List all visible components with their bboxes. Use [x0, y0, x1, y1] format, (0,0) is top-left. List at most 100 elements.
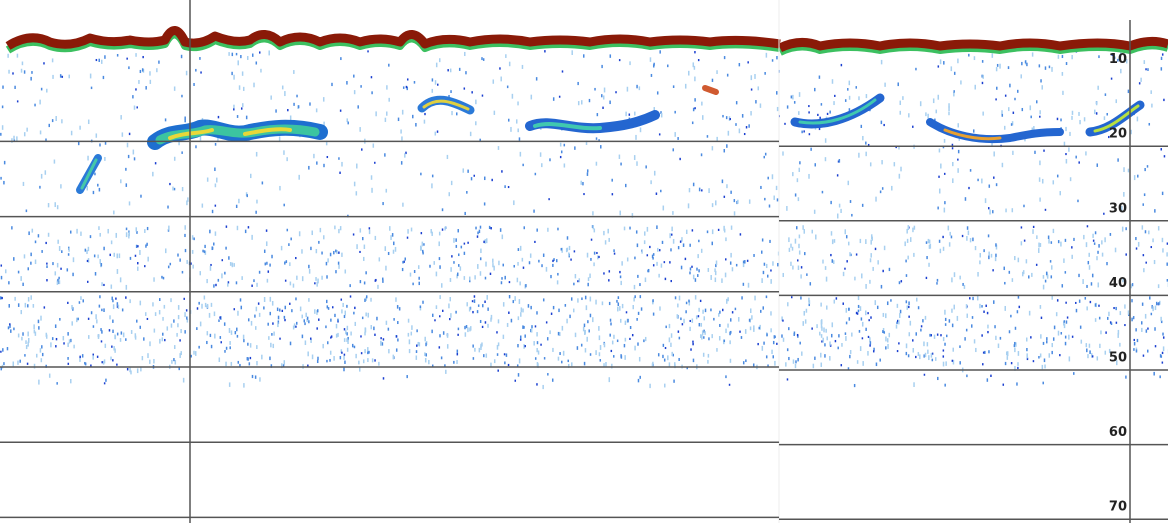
echo-speck: [692, 343, 694, 345]
echo-speck: [127, 368, 129, 370]
echo-speck: [957, 316, 959, 321]
echo-speck: [287, 109, 289, 111]
echo-speck: [649, 246, 651, 248]
echo-speck: [547, 228, 549, 232]
echo-speck: [63, 342, 65, 344]
echo-speck: [502, 264, 504, 267]
echo-speck: [816, 324, 818, 328]
echo-speck: [1155, 345, 1157, 347]
echo-speck: [659, 133, 661, 135]
echo-speck: [551, 313, 553, 315]
echo-speck: [969, 297, 971, 299]
echo-speck: [135, 88, 137, 90]
echo-speck: [457, 350, 459, 353]
echo-speck: [1026, 348, 1028, 351]
echo-speck: [517, 101, 519, 105]
echo-speck: [483, 241, 485, 243]
echo-speck: [327, 341, 329, 344]
echo-speck: [966, 375, 968, 378]
echo-speck: [694, 98, 696, 101]
echo-speck: [126, 228, 128, 231]
echo-speck: [402, 261, 404, 264]
echo-speck: [414, 81, 416, 84]
echo-speck: [673, 239, 675, 244]
echo-speck: [671, 352, 673, 356]
echo-speck: [669, 261, 671, 263]
echo-speck: [464, 87, 466, 89]
echo-speck: [40, 130, 42, 134]
echo-speck: [891, 186, 893, 191]
echo-speck: [67, 268, 69, 271]
echo-speck: [411, 228, 413, 232]
echo-speck: [822, 260, 824, 264]
echo-speck: [627, 319, 629, 323]
echo-speck: [535, 173, 537, 175]
echo-speck: [295, 326, 297, 328]
echo-speck: [1058, 331, 1060, 336]
echo-speck: [689, 188, 691, 192]
echo-speck: [1018, 351, 1020, 356]
echo-speck: [94, 255, 96, 258]
echo-speck: [1134, 342, 1136, 346]
echo-speck: [798, 111, 800, 115]
echo-speck: [251, 235, 253, 240]
echo-speck: [264, 297, 266, 302]
echo-speck: [185, 249, 187, 252]
echo-speck: [559, 96, 561, 98]
echo-speck: [8, 304, 10, 308]
echo-speck: [692, 229, 694, 231]
echo-speck: [1032, 52, 1034, 56]
echo-speck: [802, 321, 804, 326]
echo-speck: [115, 335, 117, 339]
echo-speck: [862, 136, 864, 140]
echo-speck: [724, 149, 726, 152]
echo-speck: [418, 282, 420, 285]
echo-speck: [210, 334, 212, 337]
echo-speck: [799, 235, 801, 239]
echo-speck: [414, 270, 416, 273]
echo-speck: [686, 302, 688, 305]
echo-speck: [569, 246, 571, 250]
echo-speck: [1128, 310, 1130, 314]
echo-speck: [1065, 127, 1067, 131]
echo-speck: [585, 348, 587, 352]
echo-speck: [837, 347, 839, 350]
echo-speck: [453, 238, 455, 243]
echo-speck: [386, 111, 388, 115]
echo-speck: [305, 340, 307, 345]
echo-speck: [200, 136, 202, 141]
echo-speck: [99, 233, 101, 237]
echo-speck: [120, 338, 122, 342]
echo-speck: [466, 302, 468, 306]
echo-speck: [420, 173, 422, 176]
echo-speck: [515, 380, 517, 382]
echo-speck: [626, 311, 628, 313]
echo-speck: [742, 114, 744, 118]
echo-speck: [814, 357, 816, 360]
echo-speck: [858, 153, 860, 158]
echo-speck: [165, 248, 167, 253]
echo-speck: [136, 106, 138, 108]
echo-speck: [764, 198, 766, 200]
echo-speck: [605, 362, 607, 366]
echo-speck: [57, 263, 59, 267]
echo-speck: [854, 384, 856, 387]
echo-speck: [663, 206, 665, 211]
echo-speck: [949, 232, 951, 236]
echo-speck: [634, 257, 636, 260]
echo-speck: [544, 50, 546, 52]
echo-speck: [745, 329, 747, 334]
echo-speck: [801, 131, 803, 134]
echo-speck: [513, 265, 515, 268]
echo-speck: [689, 320, 691, 322]
echo-speck: [862, 337, 864, 339]
echo-speck: [316, 249, 318, 253]
echo-speck: [703, 336, 705, 339]
echo-speck: [230, 262, 232, 266]
echo-speck: [431, 183, 433, 188]
echo-speck: [213, 243, 215, 246]
echo-speck: [858, 296, 860, 300]
echo-speck: [634, 155, 636, 160]
echo-speck: [1014, 348, 1016, 352]
echo-speck: [345, 269, 347, 273]
